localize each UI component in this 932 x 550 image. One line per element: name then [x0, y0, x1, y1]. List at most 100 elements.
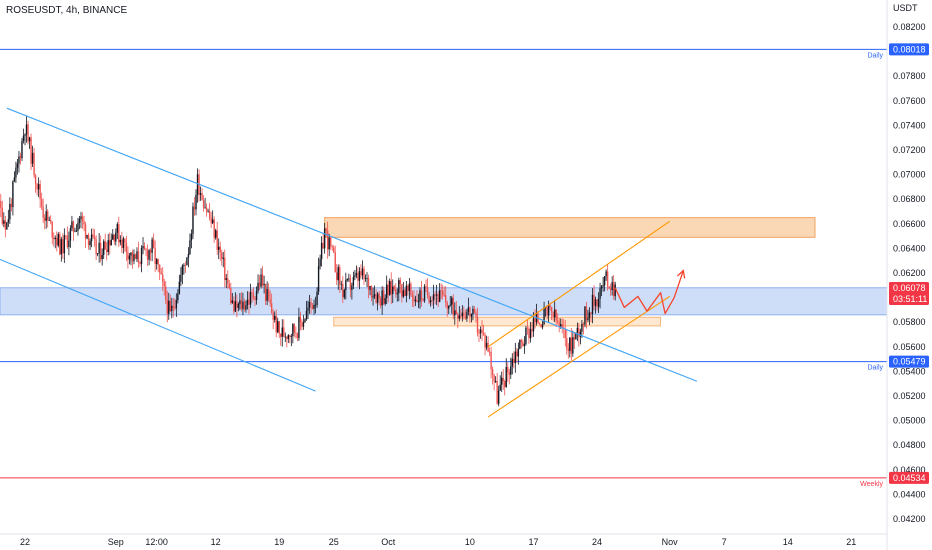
candle	[399, 277, 402, 294]
candle	[311, 302, 314, 310]
symbol-name[interactable]: ROSEUSDT	[6, 5, 61, 16]
interval-label[interactable]: 4h	[66, 5, 78, 16]
range-zone[interactable]	[0, 287, 888, 316]
candle	[133, 249, 135, 265]
candle	[175, 293, 178, 317]
candle	[89, 238, 91, 250]
candle	[390, 272, 392, 304]
candle	[493, 374, 495, 391]
candle	[33, 147, 35, 179]
candle	[251, 289, 253, 303]
candle	[602, 277, 604, 292]
candle	[588, 307, 591, 326]
candle	[343, 288, 346, 300]
candle	[301, 319, 303, 331]
candle	[275, 309, 277, 338]
candle	[466, 308, 468, 322]
x-tick-label: 7	[722, 537, 727, 547]
candle	[104, 233, 106, 250]
x-tick-label: Nov	[662, 537, 679, 547]
candle	[572, 330, 574, 357]
bar-countdown-label: 03:51:11	[893, 294, 927, 304]
candle	[434, 291, 436, 305]
candle	[611, 276, 613, 296]
candle	[216, 221, 218, 255]
candle	[550, 306, 553, 321]
candle	[336, 263, 338, 286]
candle	[366, 272, 368, 288]
candle	[24, 133, 26, 146]
candle	[445, 286, 447, 308]
ascending-channel-upper-line[interactable]	[487, 220, 670, 348]
candle	[470, 313, 473, 323]
candle	[351, 282, 353, 300]
candle	[349, 274, 352, 298]
candle	[157, 258, 159, 273]
candle	[340, 280, 342, 291]
candle	[552, 311, 554, 321]
price-axis-bg[interactable]	[887, 0, 932, 550]
candle	[333, 245, 335, 254]
candle	[531, 322, 533, 338]
candle	[392, 279, 394, 304]
candle	[115, 228, 117, 246]
candle	[603, 275, 606, 292]
candle	[65, 235, 67, 240]
candle	[118, 216, 120, 248]
candle	[3, 212, 5, 228]
candle	[372, 287, 374, 306]
candle	[396, 288, 398, 302]
candle	[199, 186, 202, 201]
candle	[264, 283, 267, 306]
candle	[169, 294, 171, 312]
trendlines-layer	[0, 107, 698, 418]
candle	[408, 278, 411, 300]
x-tick-label: 24	[592, 537, 602, 547]
candle	[54, 235, 56, 249]
descending-channel-lower-line[interactable]	[0, 247, 316, 392]
candle	[189, 233, 191, 255]
candles-layer	[0, 116, 616, 407]
candle	[364, 274, 367, 282]
candle	[234, 292, 237, 312]
level-price-badge	[889, 471, 929, 484]
candle	[428, 291, 430, 305]
candle	[258, 275, 261, 290]
candle	[81, 212, 84, 229]
candle	[87, 232, 90, 250]
candle	[382, 286, 385, 305]
candle	[558, 317, 560, 333]
resistance-zone[interactable]	[324, 217, 816, 238]
x-tick-label: 25	[329, 537, 339, 547]
exchange-name: BINANCE	[82, 5, 128, 16]
candle	[579, 328, 582, 345]
candle	[413, 290, 415, 308]
candle	[308, 294, 311, 314]
candle	[180, 267, 182, 287]
candle	[210, 212, 212, 229]
x-tick-label: Sep	[108, 537, 124, 547]
candle	[107, 233, 109, 256]
support-zone[interactable]	[333, 316, 662, 327]
candle	[109, 232, 111, 255]
candle	[40, 192, 43, 210]
candle	[614, 281, 616, 301]
zones-layer	[0, 217, 888, 327]
candle	[516, 347, 518, 363]
candle	[139, 261, 141, 267]
candle	[373, 285, 376, 300]
candle	[567, 343, 569, 359]
candle	[177, 289, 179, 304]
candle	[125, 235, 128, 262]
candle	[158, 264, 161, 281]
descending-channel-upper-line[interactable]	[6, 107, 698, 382]
candle	[608, 286, 610, 289]
candle	[172, 298, 175, 318]
candle	[581, 319, 583, 338]
x-tick-label: 17	[528, 537, 538, 547]
ascending-channel-lower-line[interactable]	[487, 295, 670, 418]
projection-path[interactable]	[614, 270, 684, 315]
candle	[196, 168, 199, 203]
candle	[478, 328, 480, 343]
